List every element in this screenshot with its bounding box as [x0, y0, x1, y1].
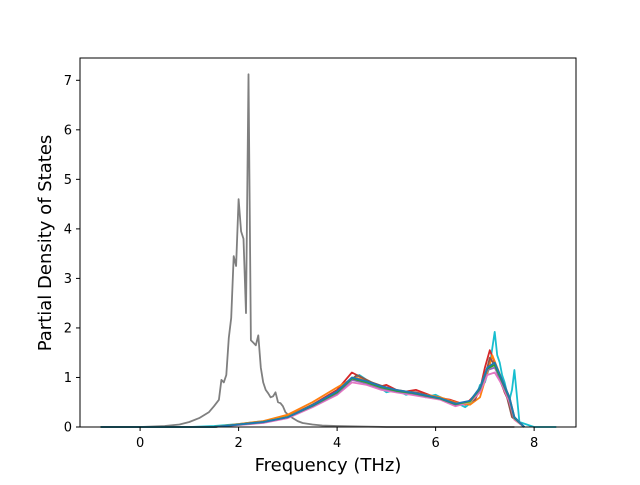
y-tick-label: 6 [64, 123, 72, 138]
series-line-8 [100, 361, 525, 428]
x-tick-label: 6 [431, 436, 439, 451]
series-line-4 [100, 354, 525, 428]
series-line-6 [100, 371, 525, 428]
plot-frame [79, 57, 577, 428]
y-tick-label: 5 [64, 173, 72, 188]
y-axis-title: Partial Density of States [35, 135, 56, 352]
y-tick-label: 4 [64, 222, 72, 237]
x-tick-label: 2 [234, 436, 242, 451]
y-tick-label: 1 [64, 371, 72, 386]
series-line-9 [100, 364, 525, 428]
series-line-5 [100, 356, 525, 428]
axes-layer: 0 2 4 6 8 0 1 2 3 4 5 6 7 [64, 57, 577, 451]
series-line-7 [100, 366, 525, 428]
series-line-10 [100, 361, 525, 428]
series-line-2 [100, 330, 557, 428]
series-layer [100, 73, 557, 428]
series-line-1 [100, 73, 515, 428]
series-line-3 [100, 349, 525, 428]
x-axis-title: Frequency (THz) [255, 455, 402, 476]
y-tick-label: 2 [64, 321, 72, 336]
y-tick-label: 7 [64, 74, 72, 89]
y-tick-label: 0 [64, 421, 72, 436]
x-tick-label: 4 [333, 436, 341, 451]
x-tick-label: 0 [136, 436, 144, 451]
y-tick-label: 3 [64, 272, 72, 287]
x-tick-label: 8 [530, 436, 538, 451]
